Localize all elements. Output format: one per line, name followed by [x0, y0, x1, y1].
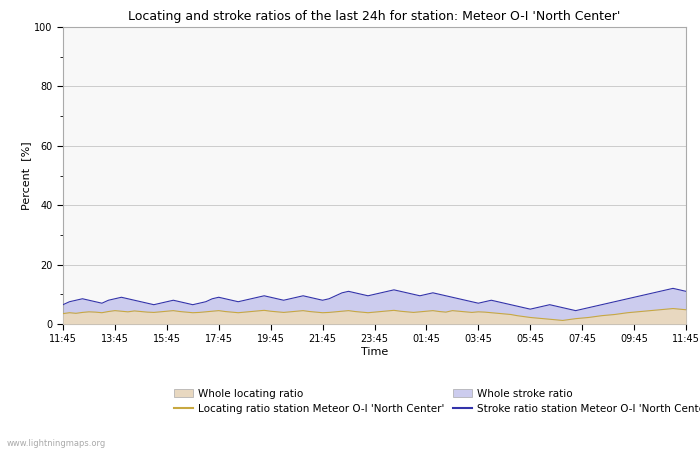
Title: Locating and stroke ratios of the last 24h for station: Meteor O-I 'North Center: Locating and stroke ratios of the last 2…: [128, 10, 621, 23]
Text: www.lightningmaps.org: www.lightningmaps.org: [7, 439, 106, 448]
X-axis label: Time: Time: [361, 347, 388, 357]
Y-axis label: Percent  [%]: Percent [%]: [22, 141, 32, 210]
Legend: Whole locating ratio, Locating ratio station Meteor O-I 'North Center', Whole st: Whole locating ratio, Locating ratio sta…: [174, 389, 700, 414]
